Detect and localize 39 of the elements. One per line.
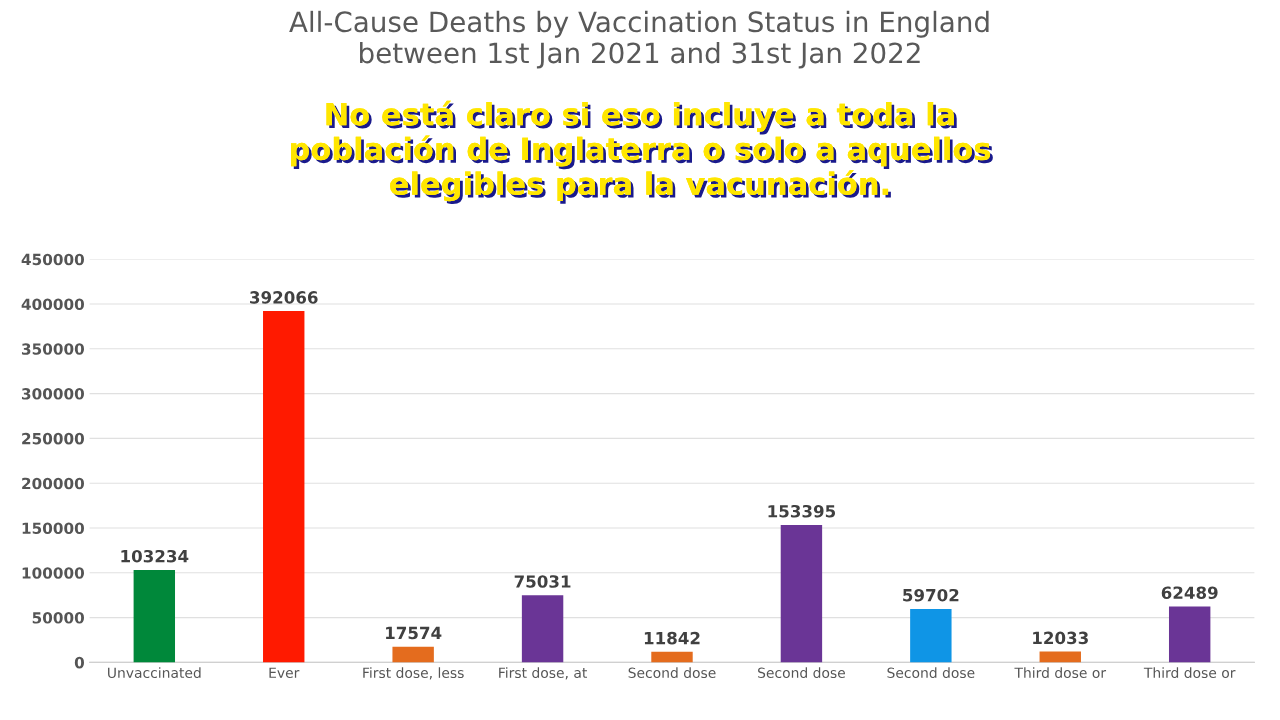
bar <box>263 311 305 663</box>
y-tick-label: 450000 <box>21 253 85 266</box>
data-label: 75031 <box>514 575 571 588</box>
x-tick-label: Unvaccinated <box>108 667 201 679</box>
bar <box>780 524 823 663</box>
bar <box>651 651 693 663</box>
bar <box>1168 606 1211 663</box>
y-tick-label: 50000 <box>32 612 85 624</box>
data-label: 17574 <box>386 626 442 640</box>
bar <box>1039 651 1081 663</box>
x-tick-label: Third dose or <box>1014 667 1107 679</box>
data-label: 12033 <box>1033 631 1088 645</box>
data-label: 103234 <box>121 549 189 563</box>
x-tick-label: Second dose <box>758 667 845 679</box>
y-tick-label: 300000 <box>21 388 85 400</box>
data-label: 11842 <box>644 631 700 645</box>
y-tick-label: 0 <box>74 656 85 669</box>
bar <box>392 646 434 663</box>
chart-title: All-Cause Deaths by Vaccination Status in England between 1st Jan 2021 and 31st Jan 2022 <box>289 10 989 69</box>
x-tick-label: Second dose <box>887 667 975 679</box>
bar <box>521 595 564 663</box>
y-tick-label: 100000 <box>22 567 85 579</box>
x-tick-label: Ever <box>269 667 300 679</box>
y-tick-label: 200000 <box>22 477 85 490</box>
x-tick-label: Second dose <box>628 667 716 679</box>
x-tick-label: First dose, at <box>499 667 588 680</box>
data-label: 153395 <box>768 504 836 518</box>
y-tick-label: 400000 <box>21 298 85 311</box>
bar <box>133 569 176 663</box>
y-tick-label: 250000 <box>22 432 85 445</box>
x-tick-label: Third dose or <box>1143 667 1236 679</box>
data-label: 392066 <box>250 291 318 304</box>
y-tick-label: 150000 <box>22 522 85 535</box>
x-tick-label: First dose, less <box>363 667 464 680</box>
bar <box>910 608 952 663</box>
data-label: 59702 <box>903 588 959 602</box>
y-tick-label: 350000 <box>21 343 85 355</box>
data-label: 62489 <box>1161 586 1218 600</box>
text: No está claro si eso incluye a toda la población de Inglaterra o solo a aquellos elegibles para la vacunación. <box>291 100 993 205</box>
